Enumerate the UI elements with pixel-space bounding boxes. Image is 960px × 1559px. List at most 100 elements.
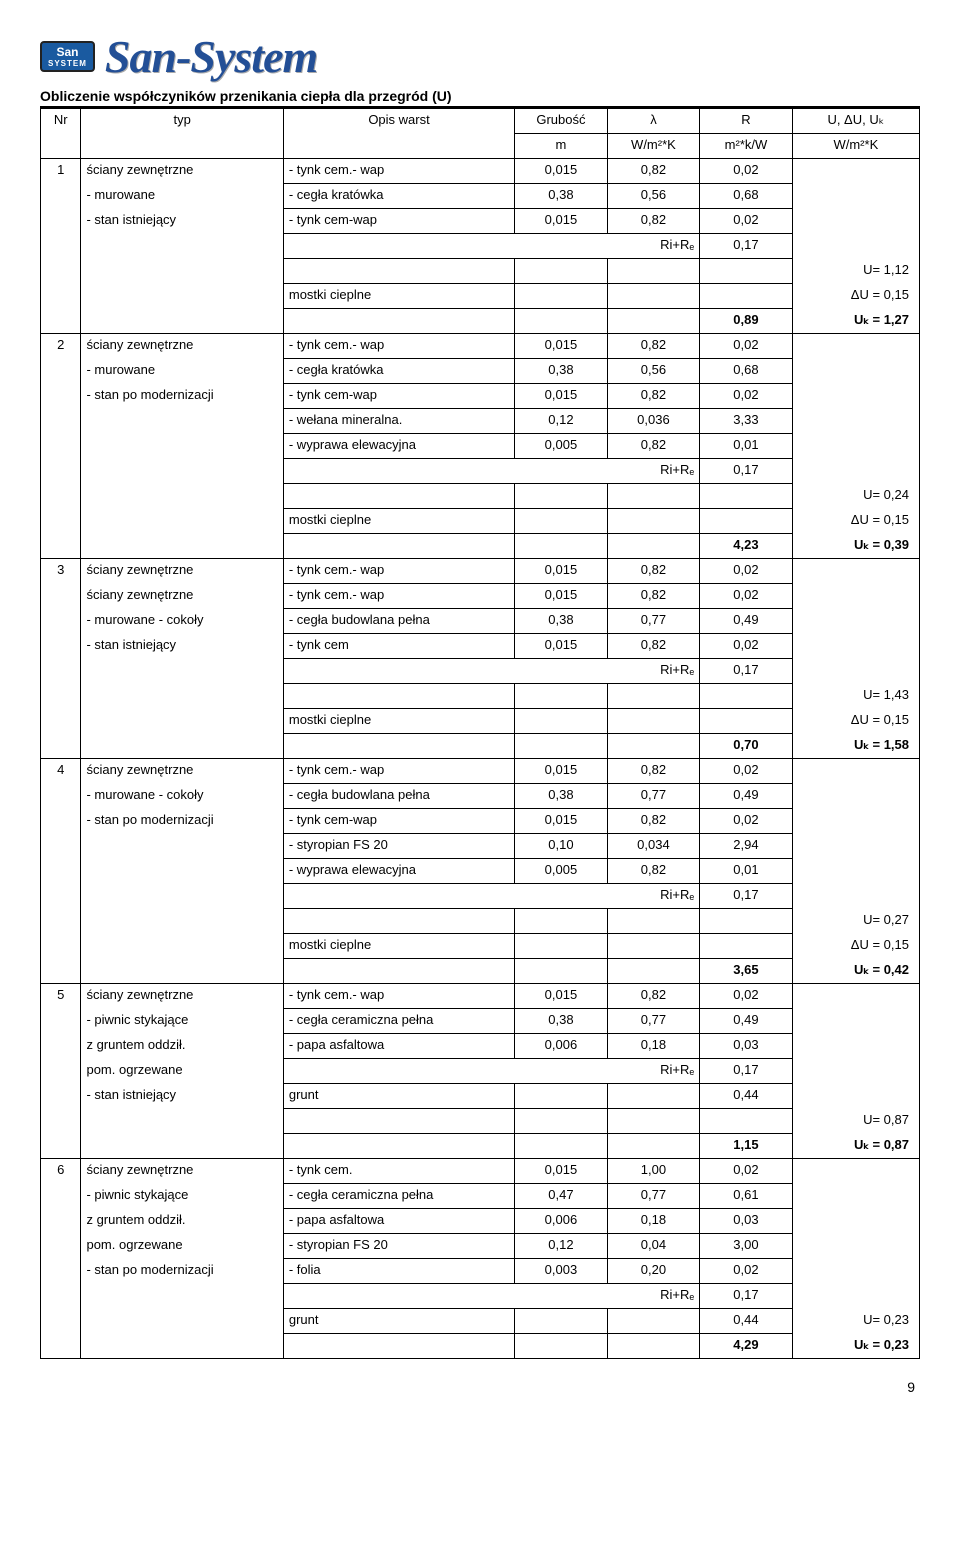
table-row: - wyprawa elewacyjna 0,005 0,82 0,01 xyxy=(41,434,920,459)
cell-r: 0,02 xyxy=(700,159,793,184)
cell-typ: - murowane - cokoły xyxy=(81,784,283,809)
cell-g: 0,38 xyxy=(515,184,608,209)
cell-l: 0,56 xyxy=(607,184,700,209)
cell-typ: ściany zewnętrzne xyxy=(81,984,283,1009)
cell-typ xyxy=(81,1334,283,1359)
table-row: 1 ściany zewnętrzne - tynk cem.- wap 0,0… xyxy=(41,159,920,184)
cell-opis xyxy=(283,259,514,284)
cell-uk: Uₖ = 1,27 xyxy=(792,309,919,334)
cell-typ: - stan po modernizacji xyxy=(81,384,283,409)
cell-typ xyxy=(81,534,283,559)
cell-g: 0,38 xyxy=(515,359,608,384)
cell-l: 0,20 xyxy=(607,1259,700,1284)
cell-opis: - tynk cem. xyxy=(283,1159,514,1184)
cell-typ xyxy=(81,859,283,884)
cell-opis xyxy=(283,959,514,984)
cell-l: 0,82 xyxy=(607,984,700,1009)
cell-g xyxy=(515,309,608,334)
cell-r: 0,49 xyxy=(700,609,793,634)
table-row: - murowane - cokoły - cegła budowlana pe… xyxy=(41,609,920,634)
cell-l: 0,82 xyxy=(607,559,700,584)
cell-typ xyxy=(81,734,283,759)
cell-r: 0,17 xyxy=(700,234,793,259)
cell-rire: Ri+Rₑ xyxy=(283,884,699,909)
cell-l: 0,77 xyxy=(607,609,700,634)
cell-l xyxy=(607,1309,700,1334)
table-row: mostki cieplne ΔU = 0,15 xyxy=(41,934,920,959)
cell-opis: - cegła budowlana pełna xyxy=(283,784,514,809)
cell-g xyxy=(515,959,608,984)
cell-l xyxy=(607,1134,700,1159)
table-row: z gruntem oddził. - papa asfaltowa 0,006… xyxy=(41,1034,920,1059)
cell-typ xyxy=(81,459,283,484)
cell-typ: z gruntem oddził. xyxy=(81,1034,283,1059)
cell-g: 0,015 xyxy=(515,209,608,234)
table-row: Ri+Rₑ 0,17 xyxy=(41,234,920,259)
cell-typ: - murowane - cokoły xyxy=(81,609,283,634)
cell-uk: Uₖ = 0,42 xyxy=(792,959,919,984)
cell-g xyxy=(515,1134,608,1159)
cell-g: 0,12 xyxy=(515,1234,608,1259)
table-row: 0,89 Uₖ = 1,27 xyxy=(41,309,920,334)
cell-opis: mostki cieplne xyxy=(283,709,514,734)
cell-l: 0,82 xyxy=(607,159,700,184)
cell-du: ΔU = 0,15 xyxy=(792,934,919,959)
cell-typ xyxy=(81,834,283,859)
cell-l xyxy=(607,734,700,759)
h-u1: U, ΔU, Uₖ xyxy=(792,109,919,134)
h-l2: W/m²*K xyxy=(607,134,700,159)
cell-opis: - tynk cem.- wap xyxy=(283,584,514,609)
cell-r xyxy=(700,709,793,734)
cell-opis: mostki cieplne xyxy=(283,934,514,959)
cell-nr: 3 xyxy=(41,559,81,759)
table-row: - murowane - cegła kratówka 0,38 0,56 0,… xyxy=(41,359,920,384)
cell-l: 1,00 xyxy=(607,1159,700,1184)
cell-g: 0,10 xyxy=(515,834,608,859)
cell-u xyxy=(792,759,919,909)
cell-opis xyxy=(283,534,514,559)
table-row: - piwnic stykające - cegła ceramiczna pe… xyxy=(41,1184,920,1209)
cell-opis xyxy=(283,484,514,509)
cell-l: 0,18 xyxy=(607,1209,700,1234)
cell-typ xyxy=(81,484,283,509)
cell-opis: - tynk cem xyxy=(283,634,514,659)
cell-r: 0,02 xyxy=(700,584,793,609)
logo-top: San xyxy=(56,45,78,59)
cell-r: 0,02 xyxy=(700,384,793,409)
cell-l xyxy=(607,934,700,959)
table-row: pom. ogrzewane Ri+Rₑ 0,17 xyxy=(41,1059,920,1084)
cell-opis: - wyprawa elewacyjna xyxy=(283,434,514,459)
cell-u: U= 1,12 xyxy=(792,259,919,284)
table-row: - stan po modernizacji - tynk cem-wap 0,… xyxy=(41,809,920,834)
cell-typ xyxy=(81,509,283,534)
cell-nr: 4 xyxy=(41,759,81,984)
table-row: 1,15 Uₖ = 0,87 xyxy=(41,1134,920,1159)
h-r2: m²*k/W xyxy=(700,134,793,159)
cell-l xyxy=(607,309,700,334)
cell-typ xyxy=(81,234,283,259)
table-row: - stan po modernizacji - tynk cem-wap 0,… xyxy=(41,384,920,409)
cell-typ: - piwnic stykające xyxy=(81,1009,283,1034)
table-row: - styropian FS 20 0,10 0,034 2,94 xyxy=(41,834,920,859)
table-row: ściany zewnętrzne - tynk cem.- wap 0,015… xyxy=(41,584,920,609)
cell-g xyxy=(515,1334,608,1359)
cell-r: 0,49 xyxy=(700,1009,793,1034)
table-row: grunt 0,44 U= 0,23 xyxy=(41,1309,920,1334)
cell-sumr: 0,89 xyxy=(700,309,793,334)
cell-opis: - tynk cem.- wap xyxy=(283,334,514,359)
cell-r xyxy=(700,284,793,309)
cell-typ: ściany zewnętrzne xyxy=(81,559,283,584)
cell-r: 0,44 xyxy=(700,1309,793,1334)
cell-l: 0,18 xyxy=(607,1034,700,1059)
cell-g: 0,015 xyxy=(515,759,608,784)
cell-l xyxy=(607,1109,700,1134)
cell-typ xyxy=(81,259,283,284)
table-row: - stan istniejący - tynk cem-wap 0,015 0… xyxy=(41,209,920,234)
cell-u xyxy=(792,334,919,484)
cell-g: 0,015 xyxy=(515,584,608,609)
cell-u xyxy=(792,1159,919,1309)
cell-g xyxy=(515,909,608,934)
cell-typ xyxy=(81,709,283,734)
table-row: z gruntem oddził. - papa asfaltowa 0,006… xyxy=(41,1209,920,1234)
cell-r xyxy=(700,934,793,959)
